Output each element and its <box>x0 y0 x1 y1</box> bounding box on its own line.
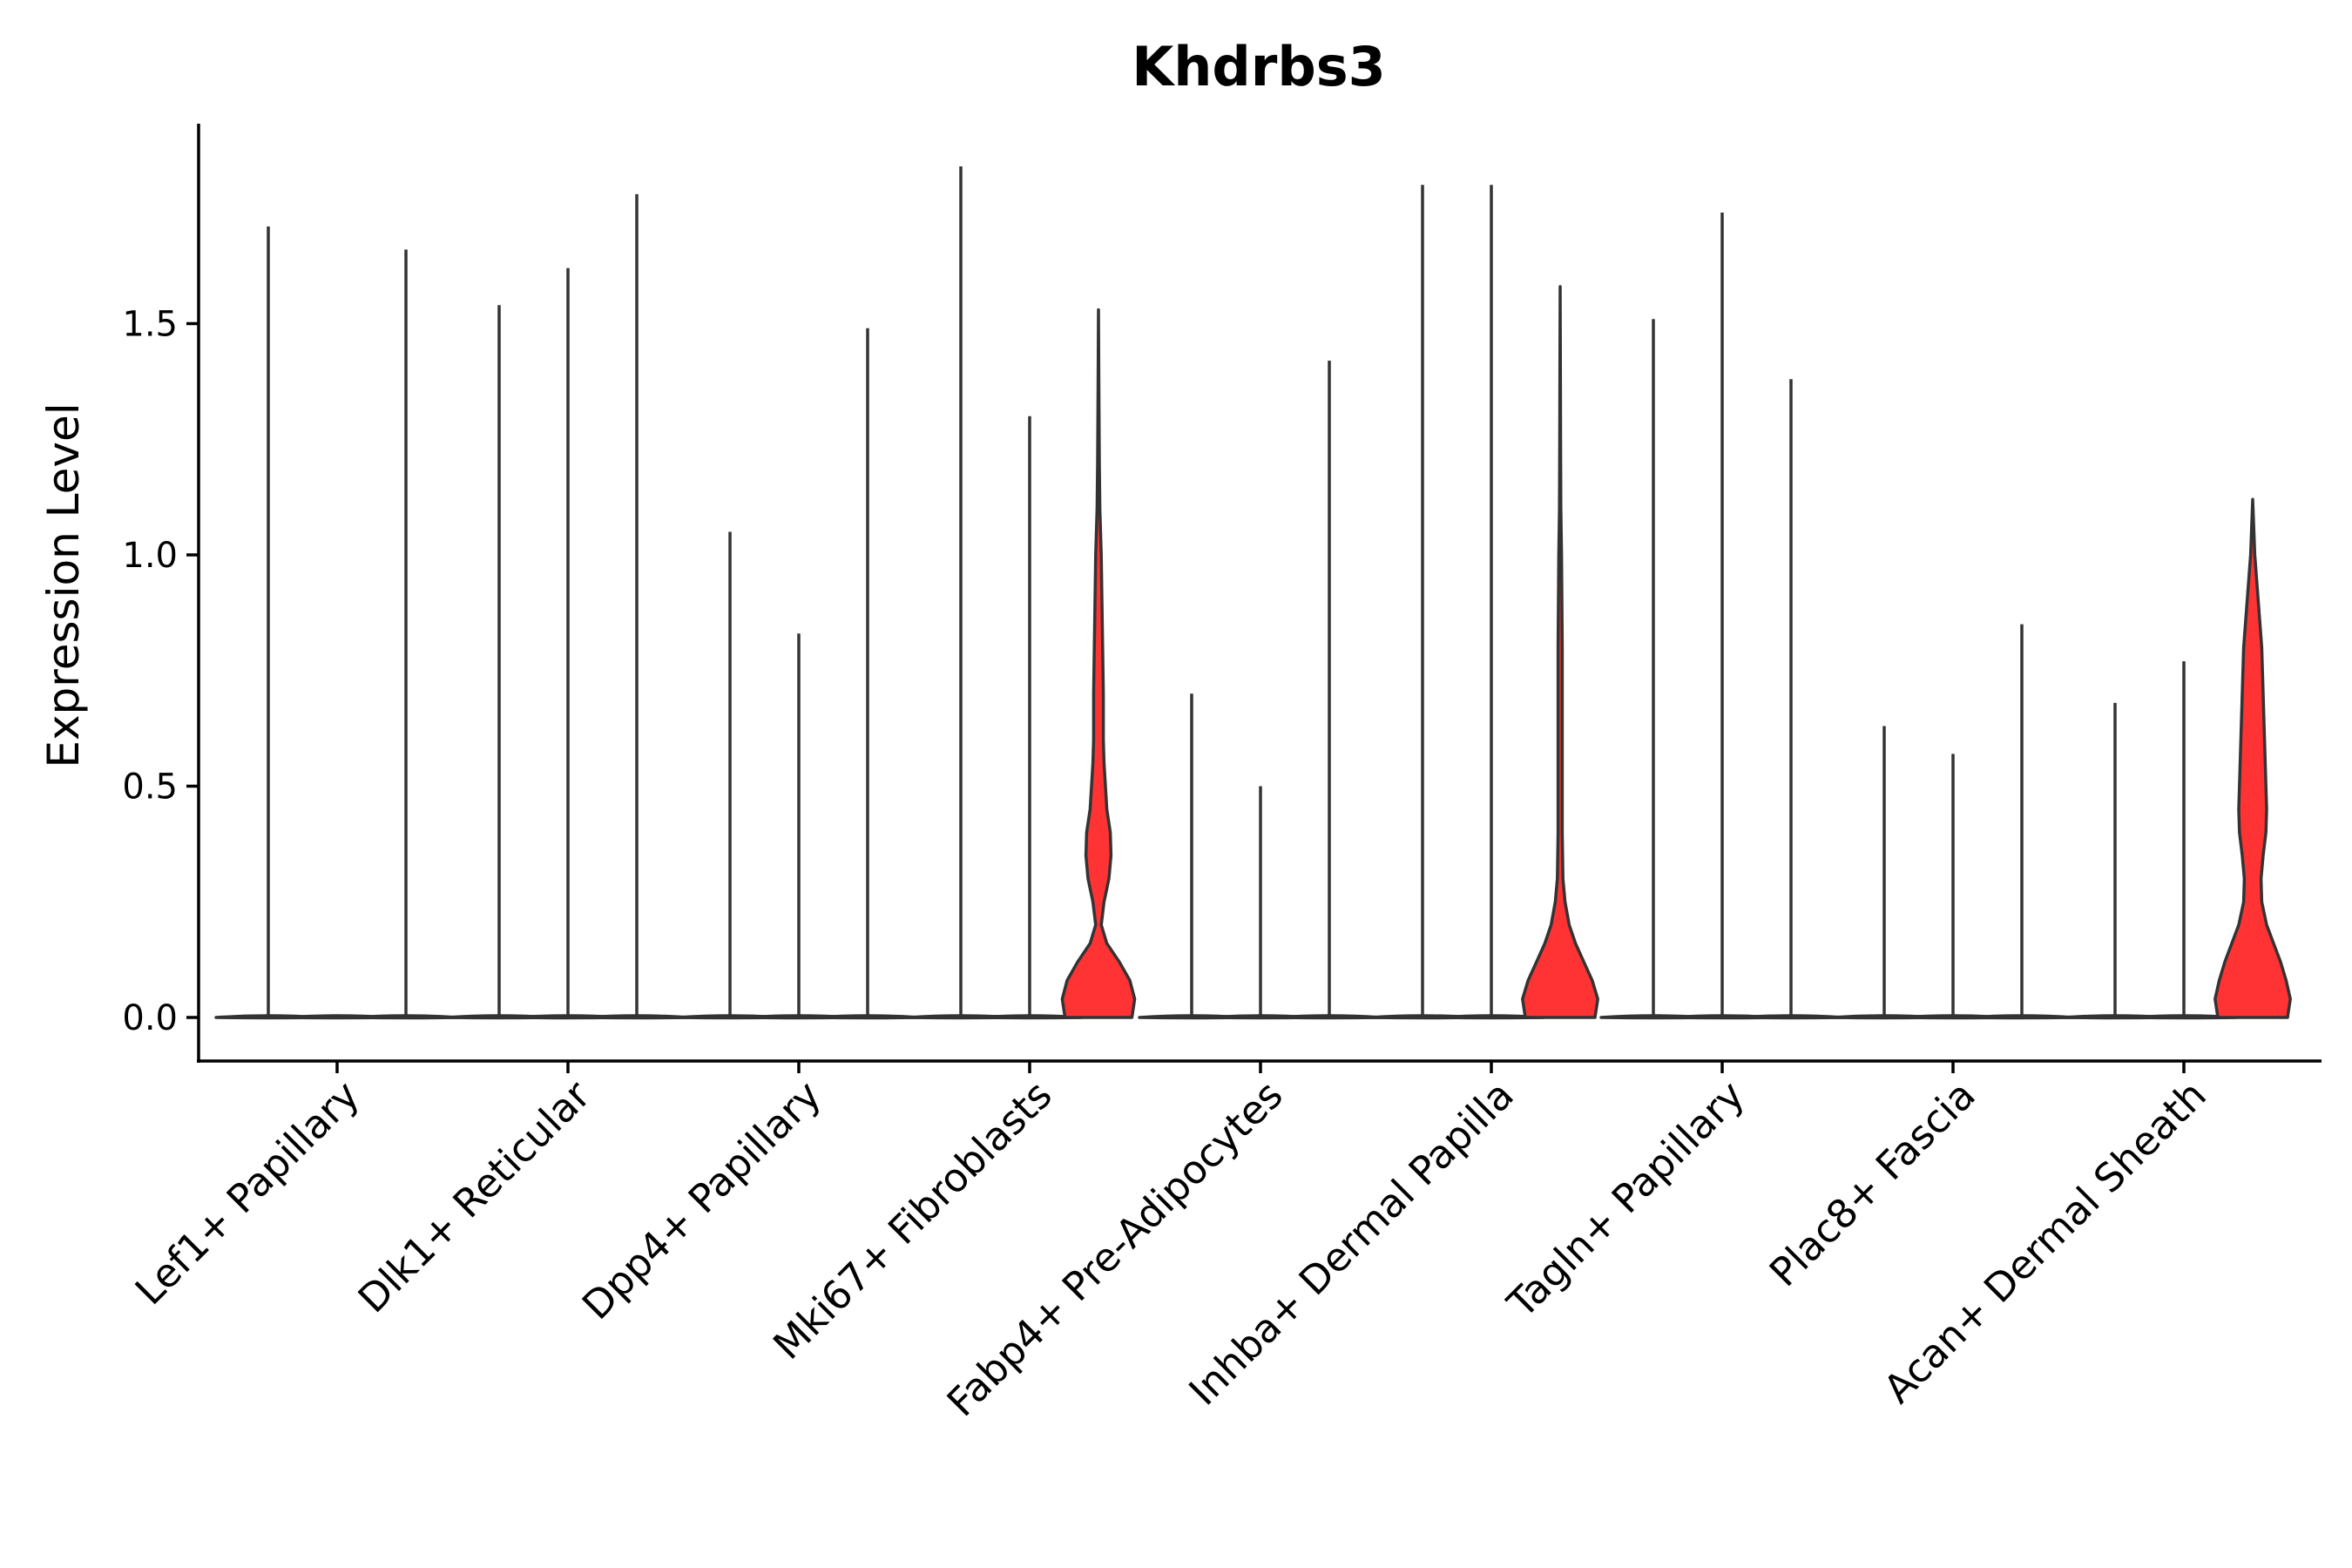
x-tick-label: Dpp4+ Papillary <box>573 1071 830 1328</box>
x-tick-label: Lef1+ Papillary <box>126 1071 368 1314</box>
y-tick-label: 1.5 <box>122 305 178 345</box>
y-ticks-group: 0.0 0.5 1.0 1.5 <box>122 305 199 1038</box>
violin-mark <box>1521 285 1599 1019</box>
x-tick-label: Plac8+ Fascia <box>1761 1071 1984 1295</box>
chart-title: Khdrbs3 <box>1132 35 1386 98</box>
x-tick-label: Tagln+ Papillary <box>1498 1071 1754 1327</box>
violin-mark <box>2213 497 2292 1019</box>
violins-group <box>214 166 2292 1020</box>
y-tick-label: 0.0 <box>122 998 178 1038</box>
x-tick-label: Dlk1+ Reticular <box>349 1071 599 1321</box>
violin-mark <box>1060 308 1137 1019</box>
y-tick-label: 1.0 <box>122 536 178 576</box>
y-tick-label: 0.5 <box>122 767 178 808</box>
y-axis-label: Expression Level <box>38 402 89 767</box>
